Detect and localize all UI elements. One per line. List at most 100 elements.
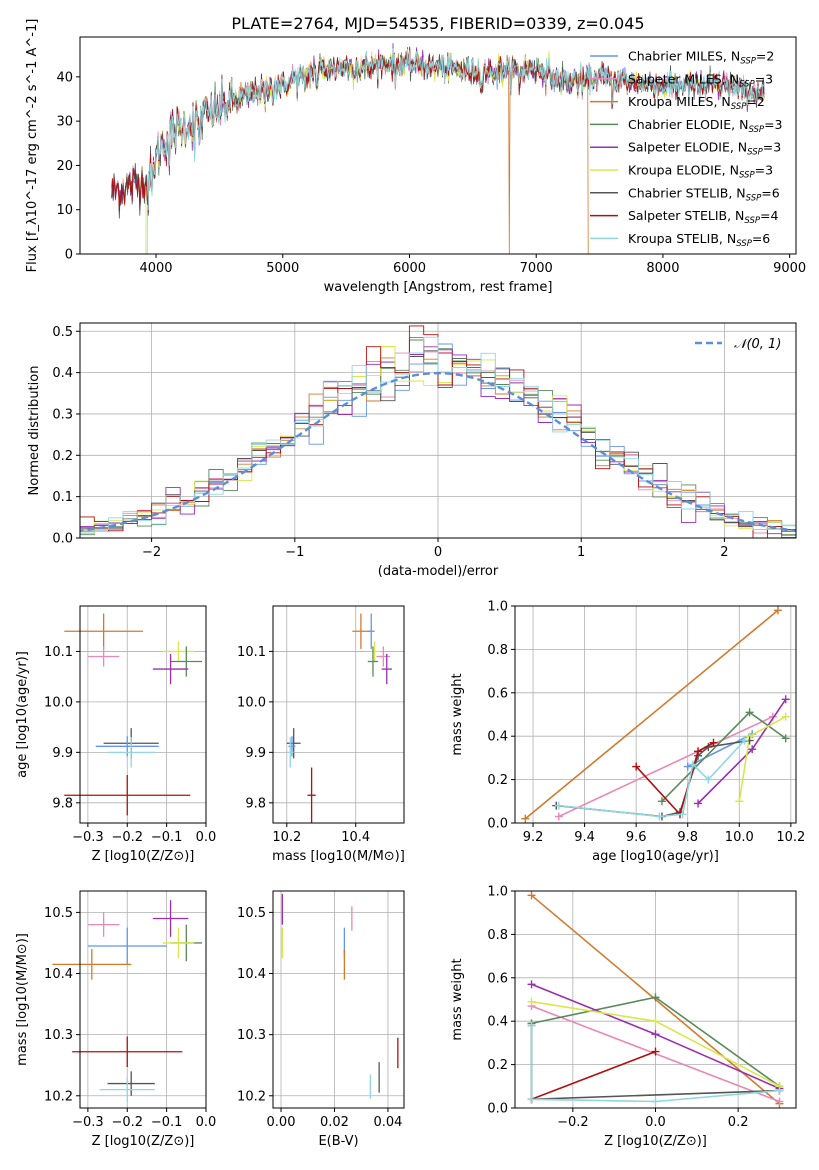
x-axis-label: Z [log10(Z/Z⊙)] <box>604 1134 707 1149</box>
legend-label-chabrier-stelib: Chabrier STELIB, NSSP=6 <box>628 185 780 203</box>
y-tick-label: 0.6 <box>487 971 508 986</box>
y-tick-label: 0 <box>65 248 73 263</box>
x-tick-label: 10.2 <box>776 830 805 845</box>
axes-frame <box>514 605 797 824</box>
axes-frame <box>272 890 405 1109</box>
x-tick-label: 10.2 <box>272 830 301 845</box>
gaussian-reference-line <box>80 371 796 533</box>
x-tick-label: 9.6 <box>626 830 647 845</box>
x-tick-label: 1 <box>577 545 585 560</box>
legend-subscript: SSP <box>739 171 755 181</box>
y-tick-label: 0.5 <box>52 325 73 340</box>
legend-label-chabrier-miles: Chabrier MILES, NSSP=2 <box>628 49 774 67</box>
legend-label-kroupa-miles: Kroupa MILES, NSSP=2 <box>628 94 765 112</box>
x-axis-label: Z [log10(Z/Z⊙)] <box>92 1134 195 1149</box>
x-tick-label: −0.1 <box>151 1115 183 1130</box>
legend-subscript: SSP <box>739 79 755 89</box>
y-tick-label: 0.8 <box>487 643 508 658</box>
spectrum-line-kroupa-stelib <box>146 48 765 254</box>
x-tick-label: −0.3 <box>72 830 104 845</box>
y-tick-label: 0.8 <box>487 928 508 943</box>
legend-nssp: =6 <box>761 185 779 200</box>
weight-line-chabrier-miles <box>687 733 753 768</box>
spectrum-panel: 4000 5000 6000 7000 8000 9000 0 10 20 30 40 wavelen… <box>25 19 806 295</box>
axes-frame <box>272 605 405 824</box>
age-vs-z-panel: −0.3 −0.2 −0.1 0.0 9.8 9.9 10.0 10.1 Z [log10(Z/… <box>15 605 217 864</box>
x-tick-label: 0.0 <box>645 1115 666 1130</box>
y-tick-label: 10.2 <box>237 1089 266 1104</box>
y-tick-label: 10 <box>56 203 73 218</box>
x-tick-label: 0.04 <box>373 1115 402 1130</box>
legend-label-salpeter-stelib: Salpeter STELIB, NSSP=4 <box>628 208 778 226</box>
x-tick-label: −0.2 <box>557 1115 589 1130</box>
legend-nssp: =3 <box>755 71 773 86</box>
x-tick-label: 7000 <box>520 261 553 276</box>
y-tick-label: 0.0 <box>487 817 508 832</box>
legend-label-salpeter-elodie: Salpeter ELODIE, NSSP=3 <box>628 140 781 158</box>
weight-line-salpeter-stelib <box>531 1050 656 1101</box>
y-tick-label: 1.0 <box>487 885 508 900</box>
legend-subscript: SSP <box>740 57 756 67</box>
y-tick-label: 0.2 <box>52 449 73 464</box>
x-tick-label: 10.0 <box>725 830 754 845</box>
y-tick-label: 40 <box>56 70 73 85</box>
y-axis-label: age [log10(age/yr)] <box>15 651 30 778</box>
y-tick-label: 0.3 <box>52 407 73 422</box>
x-tick-label: −0.1 <box>151 830 183 845</box>
x-tick-label: 4000 <box>139 261 172 276</box>
axes-frame <box>79 890 207 1109</box>
y-tick-label: 10.3 <box>237 1028 266 1043</box>
legend-subscript: SSP <box>744 216 760 226</box>
legend-nssp: =3 <box>763 140 781 155</box>
y-tick-label: 0.6 <box>487 686 508 701</box>
x-tick-label: 8000 <box>646 261 679 276</box>
x-axis-label: age [log10(age/yr)] <box>592 849 719 864</box>
y-tick-label: 10.5 <box>237 906 266 921</box>
legend-nssp: =2 <box>746 94 764 109</box>
legend-nssp: =6 <box>752 231 770 246</box>
y-tick-label: 0.1 <box>52 490 73 505</box>
x-tick-label: 0.02 <box>320 1115 349 1130</box>
y-tick-label: 0.2 <box>487 1058 508 1073</box>
x-tick-label: 9.4 <box>574 830 595 845</box>
spectrum-line-kroupa-miles <box>111 48 589 254</box>
x-tick-label: −2 <box>142 545 161 560</box>
x-tick-label: −1 <box>285 545 304 560</box>
mass-vs-z-panel: −0.3 −0.2 −0.1 0.0 10.2 10.3 10.4 10.5 Z [log10(… <box>15 890 217 1149</box>
x-tick-label: −0.3 <box>72 1115 104 1130</box>
legend-subscript: SSP <box>736 239 752 249</box>
legend-label-chabrier-elodie: Chabrier ELODIE, NSSP=3 <box>628 117 783 135</box>
y-tick-label: 0.2 <box>487 773 508 788</box>
x-tick-label: 9.2 <box>523 830 544 845</box>
y-axis-label: Normed distribution <box>27 366 42 496</box>
legend-label-salpeter-miles: Salpeter MILES, NSSP=3 <box>628 71 773 89</box>
legend-label-kroupa-elodie: Kroupa ELODIE, NSSP=3 <box>628 163 773 181</box>
y-axis-label: mass weight <box>450 673 465 755</box>
y-axis-label: Flux [f_λ10^-17 erg cm^-2 s^-1 A^-1] <box>25 19 40 273</box>
x-tick-label: 0.2 <box>728 1115 749 1130</box>
x-axis-label: mass [log10(M/M⊙)] <box>272 849 405 864</box>
y-tick-label: 10.4 <box>237 967 266 982</box>
y-tick-label: 10.2 <box>44 1089 73 1104</box>
y-tick-label: 9.9 <box>52 746 73 761</box>
y-tick-label: 0.0 <box>487 1102 508 1117</box>
y-tick-label: 10.1 <box>44 645 73 660</box>
y-tick-label: 10.3 <box>44 1028 73 1043</box>
legend-subscript: SSP <box>748 125 764 135</box>
y-tick-label: 9.9 <box>245 746 266 761</box>
x-axis-label: wavelength [Angstrom, rest frame] <box>324 280 553 295</box>
y-tick-label: 0.0 <box>52 532 73 547</box>
y-tick-label: 10.5 <box>44 906 73 921</box>
y-axis-label: mass [log10(M/M⊙)] <box>15 933 30 1066</box>
x-tick-label: −0.2 <box>111 1115 143 1130</box>
x-tick-label: 5000 <box>266 261 299 276</box>
x-tick-label: 0.0 <box>196 1115 217 1130</box>
x-tick-label: −0.2 <box>111 830 143 845</box>
y-tick-label: 0.4 <box>487 730 508 745</box>
x-tick-label: 6000 <box>393 261 426 276</box>
x-tick-label: 0.0 <box>196 830 217 845</box>
legend-nssp: =4 <box>760 208 778 223</box>
x-tick-label: 10.4 <box>341 830 370 845</box>
x-axis-label: Z [log10(Z/Z⊙)] <box>92 849 195 864</box>
y-tick-label: 20 <box>56 159 73 174</box>
